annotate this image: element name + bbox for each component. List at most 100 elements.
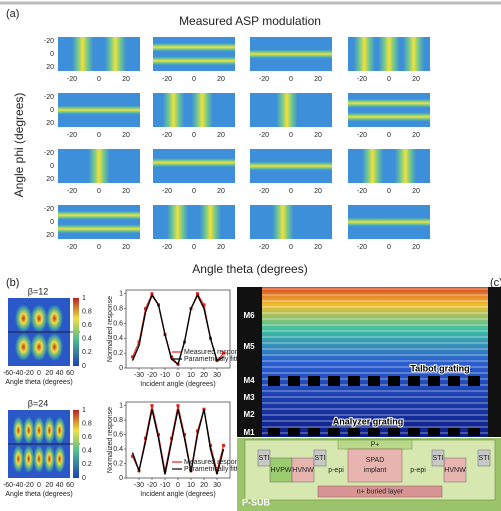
metal-label: M4 bbox=[243, 376, 255, 385]
heatmap-blob bbox=[45, 332, 64, 361]
x-tick-label: 20 bbox=[217, 188, 225, 195]
x-tick-label: 20 bbox=[412, 132, 420, 139]
x-tick-label: 20 bbox=[412, 76, 420, 83]
grating-bar bbox=[368, 428, 380, 436]
x-tick-label: -20 bbox=[24, 482, 34, 489]
region-label: p-epi bbox=[410, 467, 426, 474]
metal-label: M3 bbox=[243, 393, 255, 402]
data-point bbox=[215, 469, 219, 473]
heatmap bbox=[58, 93, 140, 127]
region-label: HVNW bbox=[444, 467, 466, 474]
heatmap bbox=[250, 37, 332, 71]
colorbar-tick-label: 0 bbox=[82, 363, 86, 370]
region-label: STI bbox=[479, 455, 490, 462]
y-tick-label: 0 bbox=[119, 475, 123, 482]
x-tick-label: -10 bbox=[160, 372, 170, 379]
series-line bbox=[131, 409, 225, 475]
panel-label: (a) bbox=[6, 8, 19, 20]
heatmap bbox=[153, 37, 235, 71]
region-label: implant bbox=[364, 467, 387, 474]
heatmap-blob bbox=[30, 332, 48, 361]
y-tick-label: 20 bbox=[46, 64, 54, 71]
x-tick-label: 20 bbox=[314, 188, 322, 195]
x-tick-label: -40 bbox=[13, 482, 23, 489]
x-tick-label: 20 bbox=[217, 244, 225, 251]
x-tick-label: 20 bbox=[45, 482, 53, 489]
y-tick-label: 1 bbox=[119, 402, 123, 409]
x-tick-label: -20 bbox=[357, 132, 367, 139]
data-point bbox=[176, 404, 180, 408]
y-axis-label: Normalized response bbox=[107, 296, 114, 362]
heatmap-blob bbox=[45, 304, 64, 333]
x-tick-label: 0 bbox=[289, 76, 293, 83]
heatmap bbox=[250, 149, 332, 183]
x-tick-label: 30 bbox=[213, 482, 221, 489]
y-tick-label: 0.8 bbox=[113, 417, 123, 424]
x-tick-label: -20 bbox=[67, 244, 77, 251]
heatmap bbox=[348, 37, 430, 71]
x-tick-label: 0 bbox=[97, 76, 101, 83]
panel-label: (b) bbox=[6, 277, 19, 289]
heatmap-blob bbox=[53, 416, 66, 445]
x-tick-label: 40 bbox=[56, 482, 64, 489]
x-tick-label: -20 bbox=[259, 132, 269, 139]
grating-bar bbox=[328, 376, 340, 386]
heatmap bbox=[153, 149, 235, 183]
data-point bbox=[222, 351, 225, 355]
panel-label: (c) bbox=[490, 277, 501, 289]
x-tick-label: -20 bbox=[259, 188, 269, 195]
x-tick-label: -20 bbox=[259, 244, 269, 251]
y-tick-label: 0 bbox=[50, 219, 54, 226]
sti bbox=[257, 449, 271, 467]
x-tick-label: 20 bbox=[412, 244, 420, 251]
x-tick-label: 0 bbox=[192, 76, 196, 83]
x-tick-label: 0 bbox=[97, 188, 101, 195]
colorbar-tick-label: 0.4 bbox=[82, 336, 92, 343]
x-tick-label: 0 bbox=[97, 132, 101, 139]
grating-bar bbox=[428, 428, 440, 436]
colorbar-tick-label: 0.6 bbox=[82, 434, 92, 441]
grating-bar bbox=[328, 428, 340, 436]
colorbar-tick-label: 1 bbox=[82, 295, 86, 302]
x-tick-label: 20 bbox=[122, 188, 130, 195]
y-axis-label: Normalized response bbox=[107, 407, 114, 473]
x-tick-label: 60 bbox=[66, 482, 74, 489]
data-point bbox=[137, 340, 141, 344]
x-tick-label: 0 bbox=[289, 188, 293, 195]
y-tick-label: -20 bbox=[44, 206, 54, 213]
grating-bar bbox=[448, 376, 460, 386]
region-label: P-SUB bbox=[242, 497, 271, 507]
heatmap-blob bbox=[33, 444, 45, 473]
x-axis-label: Angle theta (degrees) bbox=[5, 491, 72, 498]
x-tick-label: 20 bbox=[200, 482, 208, 489]
x-tick-label: 20 bbox=[122, 244, 130, 251]
panel-title: Measured ASP modulation bbox=[179, 14, 321, 28]
grating-bar bbox=[388, 376, 400, 386]
heatmap bbox=[348, 149, 430, 183]
heatmap-blob bbox=[14, 304, 33, 333]
x-tick-label: -10 bbox=[160, 482, 170, 489]
grating-bar bbox=[408, 376, 420, 386]
grating-bar bbox=[388, 428, 400, 436]
x-tick-label: -20 bbox=[162, 76, 172, 83]
x-tick-label: -20 bbox=[357, 244, 367, 251]
x-tick-label: 10 bbox=[187, 372, 195, 379]
colorbar-tick-label: 0.6 bbox=[82, 322, 92, 329]
colorbar-tick-label: 0.2 bbox=[82, 349, 92, 356]
x-tick-label: -30 bbox=[134, 372, 144, 379]
grating-bar bbox=[408, 428, 420, 436]
buried-layer bbox=[317, 485, 443, 498]
x-tick-label: 0 bbox=[387, 244, 391, 251]
metal-label: M2 bbox=[243, 410, 255, 419]
region-label: SPAD bbox=[366, 457, 385, 464]
x-axis-label: Incident angle (degrees) bbox=[140, 381, 216, 388]
well bbox=[443, 457, 467, 483]
x-tick-label: 20 bbox=[122, 132, 130, 139]
x-tick-label: 20 bbox=[217, 76, 225, 83]
x-tick-label: 30 bbox=[213, 372, 221, 379]
region-label: HVPW bbox=[271, 467, 292, 474]
y-axis-label: Angle phi (degrees) bbox=[12, 93, 26, 198]
data-point bbox=[131, 355, 134, 359]
x-tick-label: -20 bbox=[24, 370, 34, 377]
